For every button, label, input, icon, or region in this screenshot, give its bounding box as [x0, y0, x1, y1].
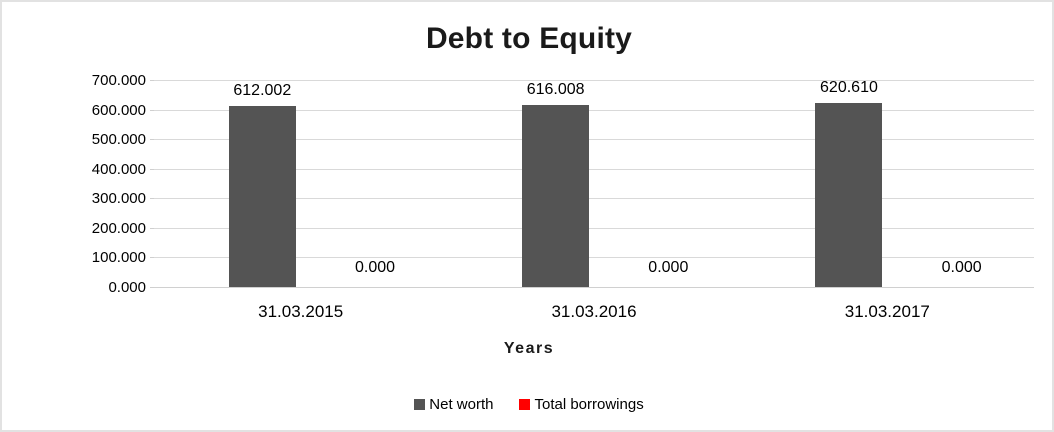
y-axis-tick-label: 100.000 [91, 249, 146, 267]
chart-title: Debt to Equity [425, 22, 633, 55]
x-axis-category-label: 31.03.2016 [551, 302, 637, 321]
bar-networth[interactable] [522, 104, 590, 287]
legend-item[interactable]: Total borrowings [519, 396, 644, 413]
y-axis-tick-label: 600.000 [91, 101, 146, 119]
y-axis-tick-mark [150, 139, 157, 141]
y-axis-tick-label: 200.000 [91, 219, 146, 237]
y-axis-tick-label: 700.000 [91, 72, 146, 89]
y-axis-tick-mark [150, 80, 157, 81]
y-axis-tick-mark [150, 168, 157, 170]
bar-data-label-zero: 0.000 [941, 259, 982, 276]
bar-data-label: 620.610 [820, 79, 878, 97]
plot-area: 612.002 0.000 616.008 0.000 620.610 0.000 [154, 79, 1034, 288]
bar-data-label: 612.002 [233, 82, 292, 100]
x-axis-line [154, 287, 1034, 288]
y-axis-tick-mark [150, 227, 157, 229]
legend-item[interactable]: Net worth [414, 396, 493, 413]
y-axis-tick-label: 0.000 [108, 279, 146, 296]
y-axis-tick-labels: 700.000 600.000 500.000 400.000 300.000 200.0… [54, 73, 157, 295]
bar-data-label: 616.008 [526, 80, 585, 98]
legend-swatch-icon [519, 399, 531, 410]
x-axis-category-label: 31.03.2017 [844, 302, 930, 321]
bar-data-label-zero: 0.000 [648, 259, 689, 276]
bar-networth[interactable] [815, 103, 883, 287]
chart-legend: Net worth Total borrowings [2, 396, 1052, 413]
gridline [154, 198, 1034, 200]
legend-swatch-icon [414, 399, 426, 410]
x-axis-title: Years [503, 340, 555, 357]
y-axis-tick-mark [150, 198, 157, 200]
gridline [154, 139, 1034, 141]
bar-data-label-zero: 0.000 [354, 259, 396, 276]
bar-networth[interactable] [228, 106, 296, 287]
bar-group: 616.008 0.000 [447, 80, 740, 287]
gridline [154, 109, 1034, 111]
bar-group: 620.610 0.000 [741, 79, 1034, 287]
legend-label: Total borrowings [534, 396, 644, 413]
y-axis-tick-mark [150, 109, 157, 111]
y-axis-tick-label: 500.000 [91, 131, 146, 149]
x-axis-category-label: 31.03.2015 [258, 302, 344, 321]
bar-group: 612.002 0.000 [154, 80, 447, 287]
gridline [154, 227, 1034, 229]
y-axis-tick-mark [150, 287, 157, 288]
y-axis-tick-label: 300.000 [91, 190, 146, 208]
y-axis-tick-mark [150, 257, 157, 259]
x-axis-category-labels: 31.03.2015 31.03.2016 31.03.2017 [154, 302, 1034, 326]
y-axis-tick-label: 400.000 [91, 160, 146, 178]
legend-label: Net worth [429, 396, 494, 413]
gridline [154, 257, 1034, 259]
gridline [154, 80, 1034, 81]
gridline [154, 168, 1034, 170]
